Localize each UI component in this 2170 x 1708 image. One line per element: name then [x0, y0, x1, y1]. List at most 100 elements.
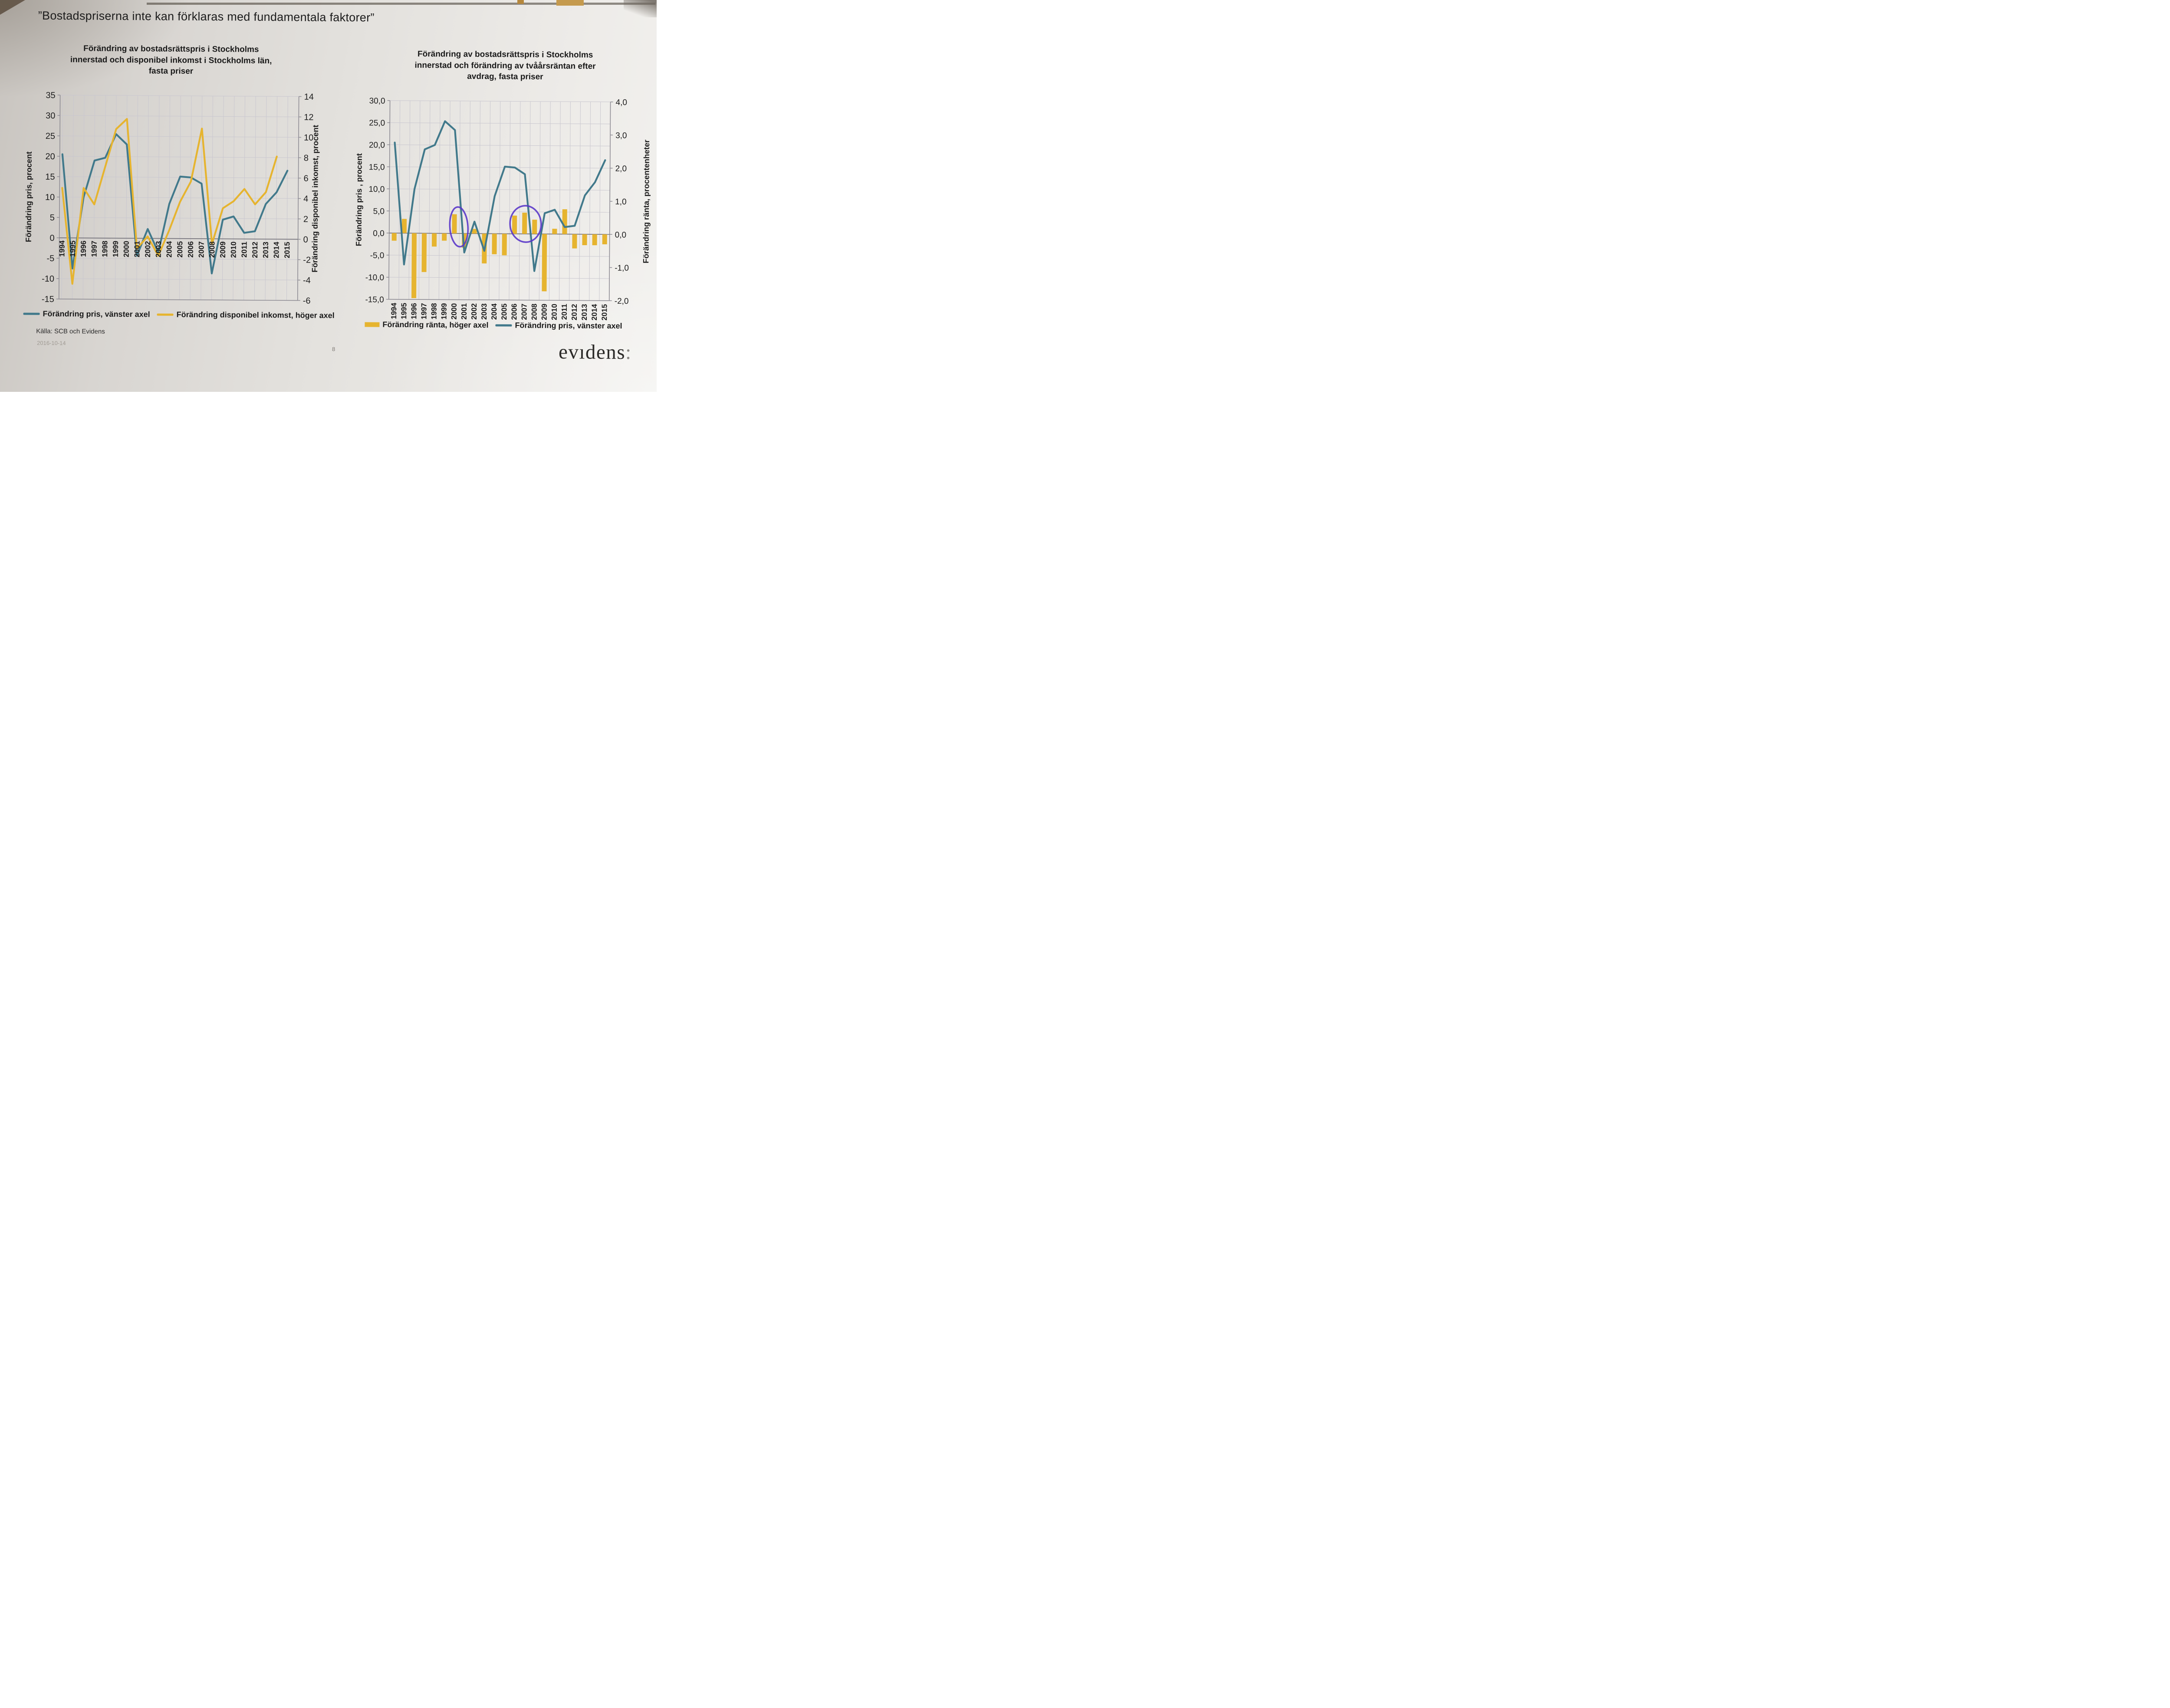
- svg-text:-2,0: -2,0: [615, 297, 629, 306]
- svg-text:0,0: 0,0: [373, 229, 385, 238]
- table-edge-fragment: [556, 0, 584, 6]
- right-chart-legend: Förändring ränta, höger axel Förändring …: [365, 320, 629, 331]
- svg-text:10,0: 10,0: [368, 185, 385, 194]
- svg-text:2003: 2003: [155, 241, 163, 257]
- legend-label: Förändring pris, vänster axel: [515, 321, 622, 330]
- svg-text:-15: -15: [42, 295, 54, 304]
- photo-top-edge: [147, 3, 655, 5]
- svg-text:2012: 2012: [251, 242, 259, 258]
- svg-text:15,0: 15,0: [369, 163, 385, 172]
- svg-text:2: 2: [303, 215, 308, 224]
- right-chart: 30,0 25,0 20,0 15,0 10,0 5,0 0,0 -5,0 -10,0 -15,0…: [355, 96, 651, 321]
- svg-text:3,0: 3,0: [615, 131, 627, 140]
- price-line-swatch: [23, 312, 40, 315]
- svg-text:2007: 2007: [520, 304, 528, 320]
- right-axis-labels: 4,0 3,0 2,0 1,0 0,0 -1,0 -2,0: [615, 98, 629, 306]
- photo-corner-smudge: [624, 0, 657, 17]
- svg-text:2010: 2010: [230, 241, 238, 258]
- teal-line: [394, 120, 606, 272]
- svg-text:2015: 2015: [283, 242, 291, 258]
- legend-item: Förändring pris, vänster axel: [23, 309, 150, 319]
- photographed-slide: ”Bostadspriserna inte kan förklaras med …: [0, 0, 671, 514]
- svg-text:2004: 2004: [165, 241, 173, 257]
- svg-text:2004: 2004: [490, 303, 498, 320]
- left-chart-legend: Förändring pris, vänster axel Förändring…: [23, 309, 342, 320]
- svg-text:2012: 2012: [570, 304, 579, 320]
- svg-text:30: 30: [46, 111, 55, 121]
- svg-text:-5: -5: [46, 254, 54, 263]
- bar-1995: [401, 219, 407, 233]
- bottom-border: [388, 299, 609, 301]
- left-axis-labels: 35 30 25 20 15 10 5 0 -5 -10 -15: [42, 91, 56, 304]
- page-number: 8: [332, 345, 335, 352]
- income-line-swatch: [157, 313, 174, 316]
- zero-line: [389, 233, 610, 235]
- svg-text:2001: 2001: [133, 241, 141, 257]
- bar-2009: [542, 234, 547, 292]
- svg-text:4,0: 4,0: [616, 98, 628, 107]
- svg-text:1996: 1996: [79, 240, 88, 257]
- svg-text:2013: 2013: [580, 304, 589, 320]
- svg-text:25: 25: [46, 131, 55, 141]
- svg-text:2009: 2009: [219, 241, 227, 258]
- date-stamp: 2016-10-14: [37, 339, 66, 347]
- rate-bar-swatch: [365, 322, 380, 327]
- svg-text:2014: 2014: [590, 304, 598, 320]
- right-axis-labels: 14 12 10 8 6 4 2 0 -2 -4 -6: [303, 92, 314, 306]
- svg-text:20,0: 20,0: [369, 141, 385, 150]
- svg-text:35: 35: [46, 91, 55, 100]
- bar-2006: [512, 215, 517, 234]
- svg-text:1998: 1998: [101, 241, 109, 257]
- slide-content: ”Bostadspriserna inte kan förklaras med …: [0, 0, 671, 514]
- legend-item: Förändring pris, vänster axel: [495, 321, 622, 331]
- svg-text:15: 15: [45, 172, 55, 182]
- svg-text:2010: 2010: [550, 304, 559, 320]
- left-axis: [388, 100, 391, 299]
- left-axis-labels: 30,0 25,0 20,0 15,0 10,0 5,0 0,0 -5,0 -10,0 -15,0: [365, 96, 385, 304]
- svg-text:25,0: 25,0: [369, 118, 385, 128]
- svg-text:12: 12: [304, 113, 313, 122]
- svg-text:2002: 2002: [470, 303, 478, 320]
- source-note: Källa: SCB och Evidens: [36, 327, 105, 335]
- bar-2005: [502, 233, 507, 256]
- svg-text:2000: 2000: [122, 241, 131, 257]
- hand-drawn-circle: [449, 206, 469, 248]
- svg-text:2006: 2006: [187, 241, 195, 258]
- svg-text:10: 10: [45, 193, 55, 202]
- legend-item: Förändring ränta, höger axel: [365, 320, 489, 330]
- right-axis-title: Förändring disponibel inkomst, procent: [310, 125, 320, 273]
- svg-text:-1,0: -1,0: [615, 264, 629, 273]
- bar-1999: [442, 233, 447, 241]
- bottom-border: [59, 299, 298, 301]
- left-axis-title: Förändring pris , procent: [355, 153, 364, 246]
- svg-text:2015: 2015: [600, 304, 608, 321]
- svg-text:1996: 1996: [410, 303, 418, 319]
- svg-text:30,0: 30,0: [369, 96, 385, 105]
- svg-text:1994: 1994: [390, 302, 398, 319]
- svg-text:1994: 1994: [58, 240, 66, 257]
- zero-line: [59, 237, 298, 240]
- bar-2011: [562, 209, 567, 234]
- svg-text:2,0: 2,0: [615, 164, 627, 174]
- svg-text:8: 8: [304, 154, 309, 163]
- paper-background: [0, 0, 657, 392]
- rate-bars: [391, 209, 607, 299]
- svg-text:1997: 1997: [90, 241, 98, 257]
- svg-text:2011: 2011: [240, 242, 248, 258]
- svg-text:-6: -6: [303, 296, 311, 306]
- svg-text:1995: 1995: [69, 240, 77, 257]
- svg-text:0: 0: [303, 235, 308, 245]
- bar-2015: [602, 234, 607, 245]
- left-chart: 35302520151050-5-10-1514121086420-2-4-61…: [24, 91, 320, 306]
- legend-item: Förändring disponibel inkomst, höger axe…: [157, 310, 335, 320]
- svg-text:1999: 1999: [112, 241, 120, 257]
- svg-text:2008: 2008: [530, 304, 538, 320]
- left-axis-title: Förändring pris, procent: [24, 151, 33, 242]
- bar-2013: [582, 234, 587, 246]
- svg-text:1998: 1998: [430, 303, 438, 319]
- bar-1998: [431, 233, 437, 247]
- svg-text:10: 10: [304, 133, 313, 143]
- svg-text:5,0: 5,0: [373, 207, 385, 216]
- svg-text:1,0: 1,0: [615, 197, 627, 207]
- svg-text:2003: 2003: [480, 303, 488, 320]
